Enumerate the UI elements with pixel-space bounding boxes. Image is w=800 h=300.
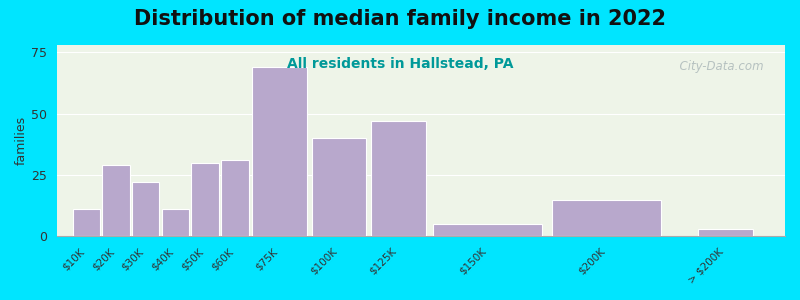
Bar	[433, 224, 542, 236]
Text: Distribution of median family income in 2022: Distribution of median family income in …	[134, 9, 666, 29]
Bar	[371, 121, 426, 236]
Bar	[252, 67, 307, 236]
Bar	[102, 165, 130, 236]
Bar	[222, 160, 249, 236]
Bar	[191, 163, 219, 236]
Text: All residents in Hallstead, PA: All residents in Hallstead, PA	[286, 57, 514, 71]
Bar	[162, 209, 189, 236]
Bar	[552, 200, 662, 236]
Y-axis label: families: families	[15, 116, 28, 165]
Text: City-Data.com: City-Data.com	[671, 60, 763, 73]
Bar	[312, 138, 366, 236]
Bar	[73, 209, 100, 236]
Bar	[698, 229, 753, 236]
Bar	[132, 182, 159, 236]
